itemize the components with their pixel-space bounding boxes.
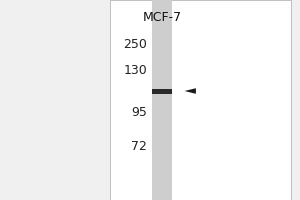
Text: MCF-7: MCF-7 xyxy=(142,11,182,24)
Text: 72: 72 xyxy=(131,140,147,152)
Bar xyxy=(152,0,172,200)
Bar xyxy=(110,0,291,200)
Text: 130: 130 xyxy=(123,64,147,77)
Bar xyxy=(152,88,172,94)
Text: 95: 95 xyxy=(131,106,147,119)
Polygon shape xyxy=(184,88,196,94)
Text: 250: 250 xyxy=(123,38,147,50)
